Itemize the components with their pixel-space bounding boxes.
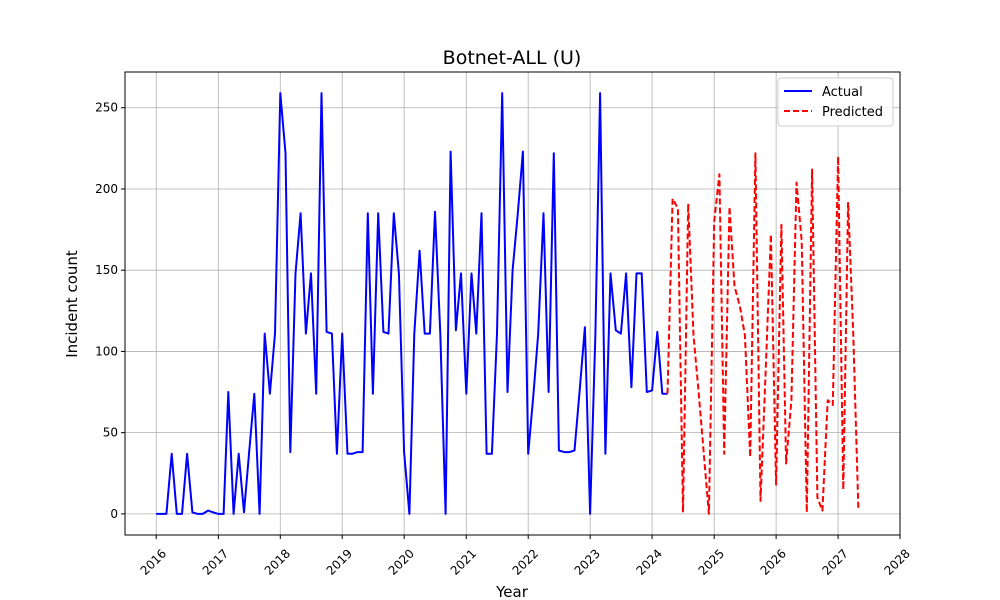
- chart-title: Botnet-ALL (U): [443, 47, 582, 69]
- y-axis-label: Incident count: [63, 250, 81, 358]
- legend-actual-label: Actual: [822, 85, 863, 100]
- y-axis: 0 50 100 150 200 250: [95, 101, 125, 521]
- series-predicted-line: [666, 152, 860, 515]
- y-tick-label: 50: [103, 426, 118, 440]
- y-tick-label: 150: [95, 263, 118, 277]
- y-tick-label: 200: [95, 182, 118, 196]
- y-tick-label: 100: [95, 344, 118, 358]
- legend-predicted-label: Predicted: [822, 105, 883, 120]
- plot-frame: [124, 71, 901, 536]
- x-axis-label: Year: [495, 583, 529, 600]
- series-layer: [156, 92, 860, 515]
- series-actual-line: [156, 92, 668, 515]
- y-tick-label: 0: [110, 507, 118, 521]
- legend: Actual Predicted: [777, 77, 894, 127]
- y-tick-label: 250: [95, 101, 118, 115]
